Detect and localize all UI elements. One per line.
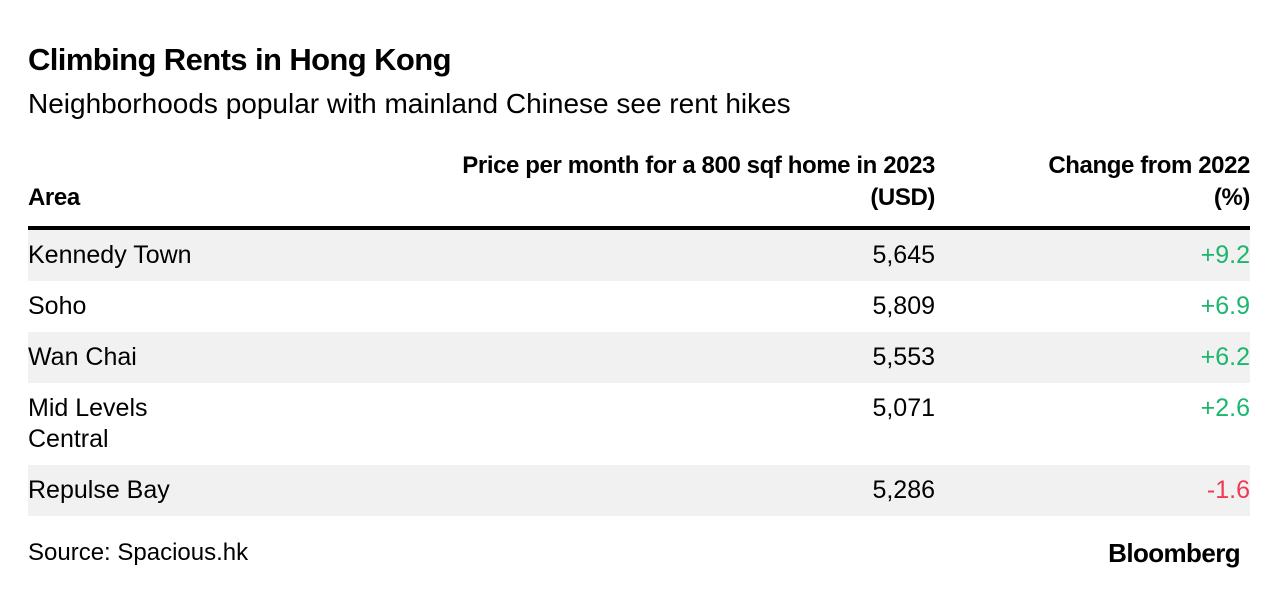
table-row: Kennedy Town 5,645 +9.2: [28, 228, 1250, 281]
area-cell-text: Mid Levels Central: [28, 394, 148, 453]
table-row: Soho 5,809 +6.9: [28, 281, 1250, 332]
price-cell: 5,071: [328, 383, 935, 465]
chart-title: Climbing Rents in Hong Kong: [28, 42, 452, 77]
chart-footer: Source: Spacious.hk Bloomberg: [28, 537, 1241, 571]
table-header-row: Area Price per month for a 800 sqf home …: [28, 150, 1250, 230]
column-header-price: Price per month for a 800 sqf home in 20…: [328, 150, 935, 230]
change-cell: +9.2: [935, 228, 1250, 281]
price-cell: 5,553: [328, 332, 935, 383]
table-row: Wan Chai 5,553 +6.2: [28, 332, 1250, 383]
change-cell: -1.6: [935, 465, 1250, 516]
bloomberg-logo: Bloomberg: [1108, 538, 1240, 568]
price-cell: 5,809: [328, 281, 935, 332]
change-cell: +2.6: [935, 383, 1250, 465]
column-header-change: Change from 2022 (%): [935, 150, 1250, 230]
table-figure: Climbing Rents in Hong Kong Neighborhood…: [28, 40, 1250, 516]
area-cell: Repulse Bay: [28, 465, 328, 516]
area-cell: Mid Levels Central: [28, 383, 328, 465]
source-note: Source: Spacious.hk: [28, 539, 249, 566]
chart-subtitle: Neighborhoods popular with mainland Chin…: [28, 88, 791, 119]
table-row: Repulse Bay 5,286 -1.6: [28, 465, 1250, 516]
column-header-area: Area: [28, 150, 328, 230]
price-cell: 5,286: [328, 465, 935, 516]
change-cell: +6.9: [935, 281, 1250, 332]
area-cell: Soho: [28, 281, 328, 332]
change-cell: +6.2: [935, 332, 1250, 383]
price-cell: 5,645: [328, 228, 935, 281]
rent-table: Area Price per month for a 800 sqf home …: [28, 150, 1250, 516]
table-row: Mid Levels Central 5,071 +2.6: [28, 383, 1250, 465]
area-cell: Wan Chai: [28, 332, 328, 383]
area-cell: Kennedy Town: [28, 228, 328, 281]
